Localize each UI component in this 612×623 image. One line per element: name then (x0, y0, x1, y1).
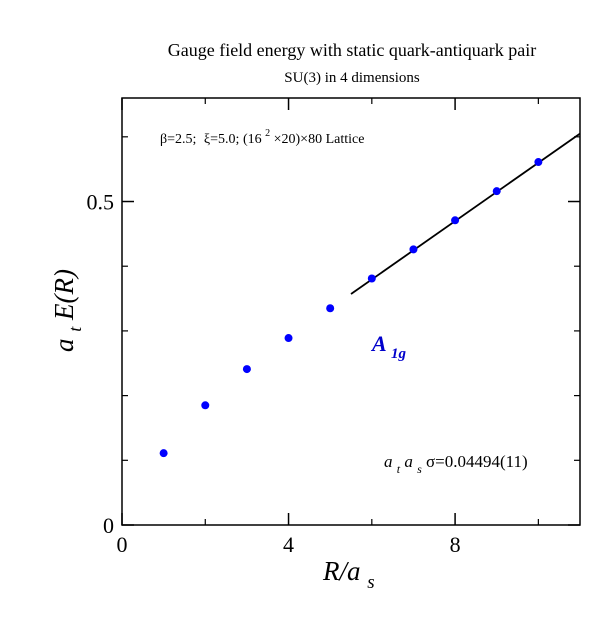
data-point (242, 365, 251, 374)
data-point (159, 449, 168, 458)
series-label: A 1g (370, 331, 406, 362)
params-beta: β=2.5; (160, 132, 196, 147)
tension-sub1: t (397, 462, 401, 476)
params-exponent: 2 (265, 128, 270, 139)
x-tick-label: 0 (117, 532, 128, 557)
tension-value: σ=0.04494(11) (426, 452, 528, 471)
y-axis-label-a: a (49, 339, 79, 353)
data-point (409, 245, 418, 254)
params-rest: ×20)×80 Lattice (274, 132, 365, 147)
y-axis-label-sub: t (65, 326, 85, 332)
string-tension-annotation: a t a s σ=0.04494(11) (384, 452, 528, 477)
chart-title: Gauge field energy with static quark-ant… (168, 40, 537, 60)
x-axis-label: R/a s (322, 556, 375, 593)
y-axis-label: a t E(R) (49, 269, 87, 352)
x-axis-label-sub: s (367, 572, 374, 593)
x-tick-label: 8 (450, 532, 461, 557)
data-point (201, 401, 210, 410)
data-point (367, 274, 376, 283)
chart-subtitle: SU(3) in 4 dimensions (284, 70, 420, 86)
data-point (451, 216, 460, 225)
data-point (284, 334, 293, 343)
y-axis-label-main: E(R) (49, 269, 79, 321)
params-annotation: β=2.5; ξ=5.0; (16 2 ×20)×80 Lattice (160, 125, 364, 147)
tension-a1: a (384, 452, 393, 471)
x-ticks (121, 98, 539, 525)
data-point (492, 187, 501, 196)
tension-a2: a (404, 452, 413, 471)
x-tick-labels: 0 4 8 (117, 532, 461, 557)
plot-frame (121, 97, 581, 526)
x-axis-label-main: R/a (322, 556, 361, 586)
data-point (534, 158, 543, 167)
tension-sub2: s (417, 462, 422, 476)
x-tick-label: 4 (283, 532, 294, 557)
fit-line (350, 132, 581, 295)
series-label-main: A (370, 331, 386, 356)
y-tick-labels: 00.5 (87, 190, 115, 538)
y-tick-label: 0.5 (87, 190, 115, 215)
data-point (326, 304, 335, 313)
params-xi: ξ=5.0; (16 (204, 132, 262, 147)
y-tick-label: 0 (103, 513, 114, 538)
data-points (159, 158, 543, 458)
series-label-sub: 1g (391, 346, 407, 362)
y-ticks (122, 136, 580, 526)
